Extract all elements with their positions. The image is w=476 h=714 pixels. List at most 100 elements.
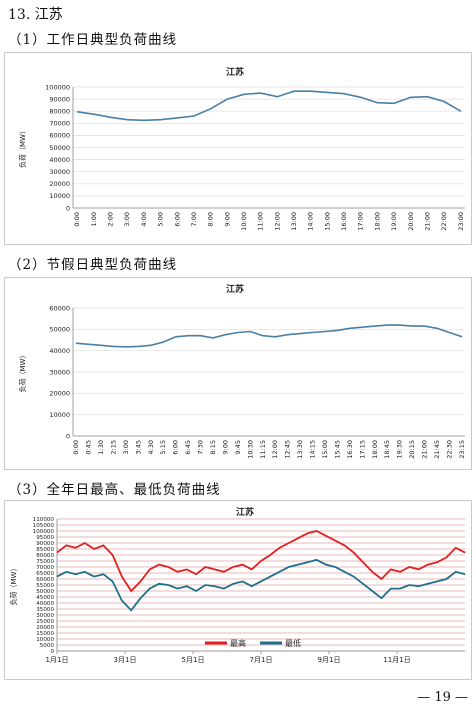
- chart1-svg: 江苏10000090000800007000060000500004000030…: [18, 66, 465, 231]
- data-point: [210, 108, 212, 110]
- data-point: [176, 117, 178, 119]
- data-point: [110, 116, 111, 118]
- data-point: [143, 119, 145, 121]
- data-point: [316, 559, 318, 561]
- data-point: [112, 581, 114, 582]
- y-tick-label: 60000: [36, 577, 54, 583]
- data-point: [150, 344, 152, 346]
- data-point: [232, 583, 234, 585]
- y-tick-label: 40000: [49, 156, 70, 164]
- data-point: [112, 554, 114, 556]
- x-tick-label: 23:15: [458, 440, 466, 459]
- x-tick-label: 9:00: [221, 440, 229, 455]
- x-tick-label: 10:00: [240, 212, 248, 231]
- data-point: [276, 96, 278, 98]
- y-tick-label: 55000: [36, 583, 54, 589]
- data-point: [427, 583, 429, 585]
- data-point: [381, 597, 382, 599]
- data-point: [326, 92, 328, 93]
- data-point: [460, 110, 462, 112]
- y-tick-label: 0: [66, 432, 70, 440]
- data-point: [242, 581, 243, 582]
- data-point: [212, 337, 214, 339]
- data-point: [279, 547, 280, 549]
- y-axis-label: 负荷（MW）: [18, 352, 27, 393]
- data-point: [334, 540, 336, 541]
- y-tick-label: 30000: [49, 168, 70, 176]
- data-point: [177, 571, 178, 573]
- data-point: [343, 93, 345, 95]
- x-tick-label: 12:45: [284, 440, 292, 459]
- y-tick-label: 110000: [33, 517, 55, 523]
- data-point: [353, 576, 355, 577]
- data-point: [200, 335, 201, 337]
- data-point: [232, 566, 234, 568]
- data-point: [175, 336, 177, 338]
- y-tick-label: 50000: [49, 326, 70, 334]
- data-point: [223, 588, 225, 589]
- x-tick-label: 15:00: [323, 212, 331, 231]
- y-tick-label: 60000: [49, 304, 70, 312]
- x-tick-label: 21:00: [423, 212, 431, 231]
- page-number: — 19 —: [417, 690, 468, 705]
- data-point: [386, 324, 388, 326]
- data-point: [243, 93, 245, 95]
- data-point: [130, 609, 132, 611]
- chart3-svg: 江苏11000010500010000095000900008500080000…: [9, 506, 466, 664]
- data-point: [260, 560, 262, 562]
- chart1-panel: 江苏 100000 90000 80000 70000 60000 50000 40000 30…: [4, 52, 472, 245]
- x-tick-label: 11:00: [257, 212, 265, 231]
- data-point: [325, 535, 327, 537]
- x-tick-label: 17:15: [358, 440, 366, 459]
- data-point: [449, 332, 450, 333]
- data-point: [140, 597, 141, 599]
- data-point: [464, 552, 466, 553]
- x-tick-label: 3:00: [122, 440, 130, 455]
- data-point: [56, 552, 58, 553]
- y-tick-label: 10000: [49, 192, 70, 200]
- data-point: [93, 576, 95, 577]
- x-tick-label: 13:30: [296, 440, 304, 459]
- data-point: [223, 571, 225, 573]
- data-point: [312, 332, 313, 333]
- series-line-0: [76, 324, 463, 348]
- data-point: [393, 102, 395, 104]
- y-tick-label: 45000: [36, 595, 54, 601]
- y-tick-label: 40000: [49, 347, 70, 355]
- data-point: [399, 324, 401, 326]
- data-point: [269, 576, 271, 577]
- y-tick-label: 50000: [36, 589, 54, 595]
- data-point: [297, 564, 299, 565]
- x-tick-label: 1:00: [90, 212, 98, 227]
- x-tick-label: 11:15: [259, 440, 267, 459]
- data-point: [102, 545, 104, 546]
- y-tick-label: 100000: [33, 529, 55, 535]
- data-point: [464, 573, 466, 575]
- x-tick-label: 20:00: [407, 212, 415, 231]
- data-point: [137, 346, 139, 347]
- y-tick-label: 60000: [49, 132, 70, 140]
- y-tick-label: 70000: [36, 565, 54, 571]
- data-point: [177, 588, 178, 589]
- y-tick-label: 25000: [36, 619, 54, 625]
- data-point: [455, 547, 457, 549]
- data-point: [279, 571, 280, 573]
- data-point: [158, 564, 160, 565]
- x-tick-label: 21:45: [433, 440, 441, 459]
- data-point: [160, 119, 161, 121]
- x-tick-label: 2:15: [109, 440, 117, 455]
- data-point: [167, 584, 169, 586]
- data-point: [186, 569, 188, 570]
- x-tick-label: 22:00: [440, 212, 448, 231]
- data-point: [446, 578, 447, 580]
- x-tick-label: 12:00: [271, 440, 279, 459]
- data-point: [262, 335, 264, 337]
- x-tick-label: 5月1日: [182, 656, 205, 664]
- y-tick-label: 100000: [45, 83, 70, 91]
- data-point: [260, 581, 262, 582]
- x-tick-label: 11月1日: [383, 656, 410, 664]
- data-point: [84, 542, 86, 544]
- y-axis-label: 负荷（MW）: [18, 127, 27, 168]
- y-tick-label: 20000: [36, 625, 54, 631]
- data-point: [76, 111, 78, 113]
